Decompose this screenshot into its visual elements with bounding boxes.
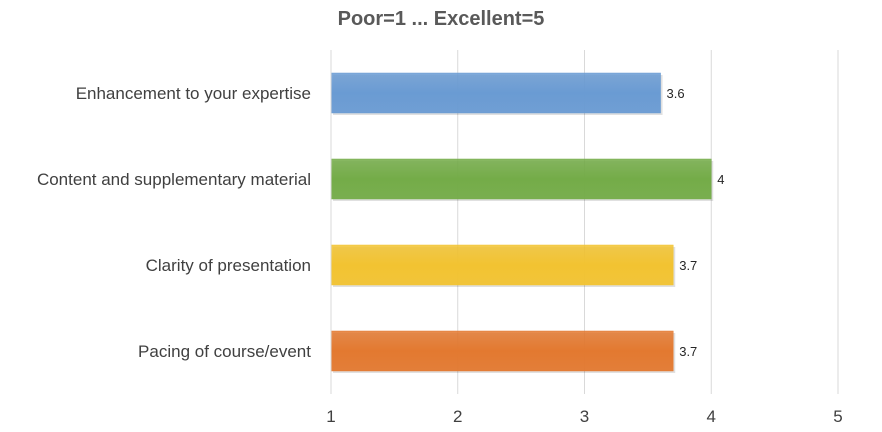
- category-label: Enhancement to your expertise: [76, 84, 311, 103]
- bar: [330, 244, 674, 286]
- x-tick-label: 4: [707, 407, 716, 426]
- data-label: 3.6: [667, 86, 685, 101]
- chart-title: Poor=1 ... Excellent=5: [337, 8, 545, 30]
- category-label: Pacing of course/event: [138, 342, 311, 361]
- category-label: Clarity of presentation: [146, 256, 311, 275]
- x-tick-label: 3: [580, 407, 589, 426]
- x-tick-label: 1: [326, 407, 335, 426]
- category-label: Content and supplementary material: [37, 170, 311, 189]
- x-tick-label: 5: [833, 407, 842, 426]
- x-tick-label: 2: [453, 407, 462, 426]
- bar: [330, 330, 674, 372]
- bar: [330, 158, 712, 200]
- data-label: 3.7: [679, 344, 697, 359]
- data-label: 4: [717, 172, 724, 187]
- data-label: 3.7: [679, 258, 697, 273]
- bar: [330, 72, 661, 114]
